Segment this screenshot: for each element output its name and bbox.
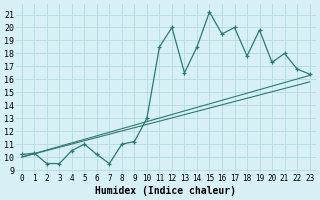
X-axis label: Humidex (Indice chaleur): Humidex (Indice chaleur) [95,186,236,196]
